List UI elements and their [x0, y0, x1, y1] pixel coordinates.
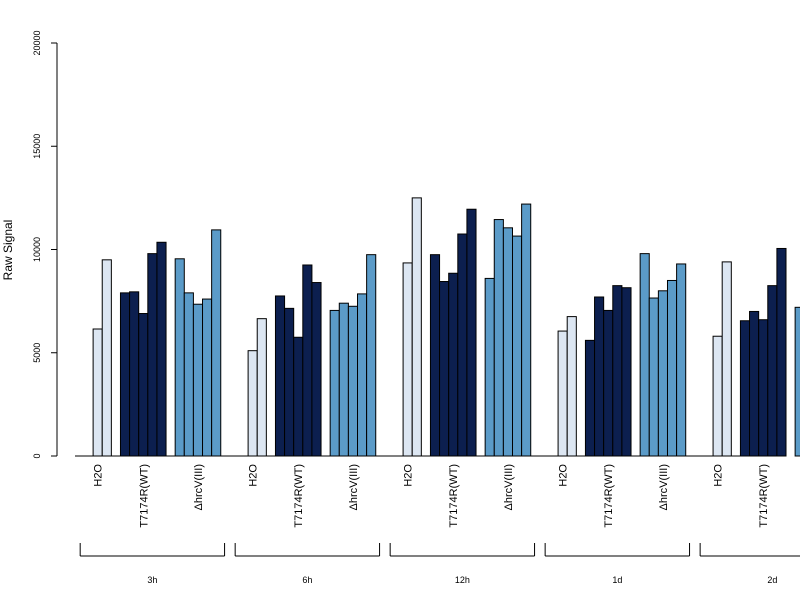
y-axis-label: Raw Signal: [1, 220, 15, 281]
x-category-label: T7174R(WT): [138, 464, 150, 528]
timepoint-label: 12h: [455, 575, 470, 585]
bar: [101, 259, 112, 457]
bar: [329, 309, 340, 457]
y-tick-label: 15000: [32, 134, 42, 159]
bar: [174, 258, 185, 457]
bar: [676, 263, 687, 457]
bar: [284, 307, 295, 457]
y-axis: 0 5000 10000 15000 20000: [32, 30, 58, 459]
y-tick-label: 0: [32, 453, 42, 458]
bar: [192, 303, 204, 457]
bar: [557, 330, 568, 457]
bar: [502, 227, 513, 457]
bar: [119, 292, 131, 457]
bar: [274, 295, 286, 457]
x-category-label: H2O: [713, 464, 725, 487]
bar: [366, 254, 377, 457]
bar: [511, 235, 523, 457]
bar: [739, 320, 751, 457]
x-category-label: ΔhrcV(III): [658, 464, 670, 510]
bar: [357, 293, 368, 457]
bar: [293, 336, 304, 457]
y-tick-label: 5000: [32, 343, 42, 363]
bar: [712, 335, 723, 457]
bar: [666, 279, 678, 457]
bar: [147, 253, 158, 457]
bar: [749, 310, 760, 457]
bar: [138, 313, 149, 457]
y-tick-label: 10000: [32, 237, 42, 262]
bar: [156, 241, 167, 457]
bar: [767, 285, 778, 457]
bar: [584, 339, 596, 457]
bar: [758, 319, 769, 457]
bar: [429, 254, 441, 457]
bar: [202, 298, 213, 457]
bar: [338, 302, 349, 457]
timepoint-label: 6h: [302, 575, 312, 585]
x-category-label: T7174R(WT): [758, 464, 770, 528]
bar: [566, 316, 577, 457]
x-category-label: ΔhrcV(III): [503, 464, 515, 510]
bar: [448, 272, 459, 457]
bar: [484, 277, 495, 457]
bar: [657, 290, 668, 457]
x-category-label: T7174R(WT): [448, 464, 460, 528]
x-category-label: H2O: [558, 464, 570, 487]
bar: [493, 219, 504, 457]
x-category-label: ΔhrcV(III): [348, 464, 360, 510]
x-category-label: T7174R(WT): [293, 464, 305, 528]
bar: [794, 306, 800, 457]
x-category-label: H2O: [248, 464, 260, 487]
bar: [256, 318, 267, 457]
timepoint-label: 1d: [612, 575, 622, 585]
timepoint-brackets: 3h6h12h1d2d4d6d: [79, 543, 800, 585]
x-category-label: H2O: [93, 464, 105, 487]
bar: [621, 287, 632, 457]
bar: [129, 291, 140, 457]
timepoint-label: 3h: [147, 575, 157, 585]
bar: [247, 350, 258, 457]
timepoint-label: 2d: [767, 575, 777, 585]
bar: [402, 262, 413, 457]
bar: [347, 305, 359, 457]
x-category-labels: H2O T7174R(WT) ΔhrcV(III) H2O T7174R(WT) Δhrc…: [93, 464, 771, 528]
bar: [603, 309, 614, 457]
bar: [302, 264, 313, 457]
x-category-label: ΔhrcV(III): [193, 464, 205, 510]
bar: [466, 208, 477, 457]
bar: [776, 247, 787, 457]
bar: [648, 297, 659, 457]
bars: [92, 197, 800, 457]
x-category-label: H2O: [403, 464, 415, 487]
bar: [612, 285, 623, 457]
bar: [721, 261, 732, 457]
bar: [411, 197, 422, 457]
bar: [521, 203, 532, 457]
bar: [92, 328, 103, 457]
y-tick-label: 20000: [32, 30, 42, 55]
bar: [594, 296, 605, 457]
bar: [639, 253, 650, 457]
bar: [457, 233, 468, 457]
bar: [439, 281, 450, 457]
bar: [211, 229, 222, 457]
bar: [311, 282, 322, 457]
bar: [183, 292, 194, 457]
x-category-label: T7174R(WT): [603, 464, 615, 528]
